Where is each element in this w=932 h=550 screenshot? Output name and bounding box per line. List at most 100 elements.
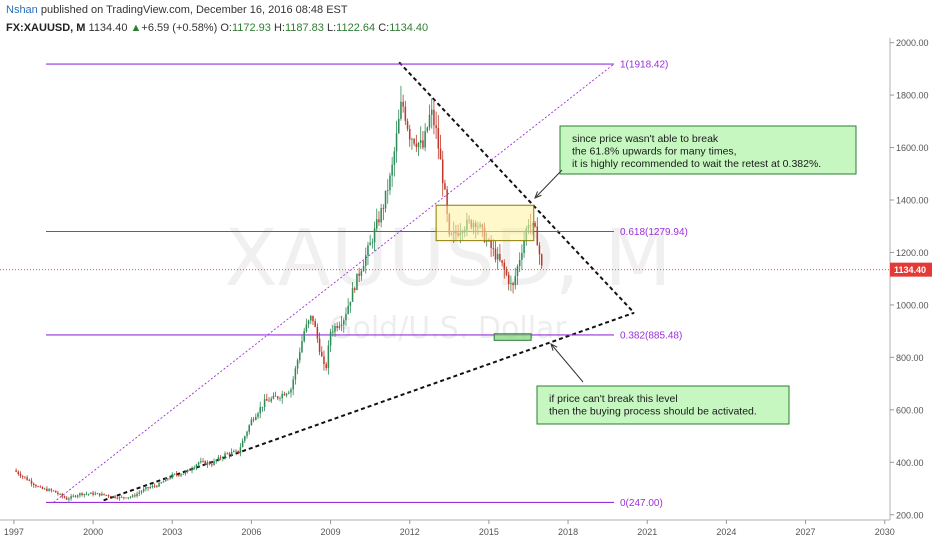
candle-body [393, 151, 396, 165]
candle-body [505, 269, 508, 275]
retest-zone-box[interactable] [493, 333, 532, 341]
candle-body [444, 183, 446, 190]
candle-body [248, 425, 250, 432]
candle-body [353, 288, 356, 291]
candle-body [334, 326, 336, 332]
candle-body [272, 395, 275, 399]
time-axis[interactable] [0, 520, 932, 550]
candle-body [228, 453, 231, 455]
fib-trend-line[interactable] [53, 63, 615, 503]
candle-body [76, 495, 79, 497]
candle-body [200, 461, 202, 463]
candle-body [501, 260, 503, 263]
high-value: 1187.83 [284, 22, 324, 34]
resistance-zone-box[interactable] [435, 204, 535, 242]
candle-body [208, 462, 211, 465]
candle-body [151, 485, 154, 488]
candle-body [523, 240, 525, 253]
candle-body [382, 208, 385, 209]
candle-body [310, 315, 312, 321]
candle-body [142, 489, 145, 492]
candle-body [17, 471, 20, 475]
symbol-label[interactable]: FX:XAUUSD, M [6, 22, 86, 34]
candle-body [362, 265, 365, 272]
time-tick-label: 2018 [558, 527, 578, 537]
candle-body [244, 436, 246, 441]
candle-body [351, 288, 354, 302]
candle-body [441, 159, 444, 184]
candle-body [503, 262, 506, 270]
candle-body [521, 252, 523, 260]
candle-body [35, 485, 37, 487]
resistance-trendline[interactable] [398, 61, 635, 314]
candle-body [105, 494, 108, 496]
fib-level-label: 0.382(885.48) [620, 330, 682, 341]
candle-body [41, 487, 44, 489]
price-axis[interactable] [890, 38, 932, 520]
candle-body [127, 497, 130, 499]
candle-body [435, 125, 437, 128]
candle-body [173, 473, 176, 475]
fib-level-label: 0(247.00) [620, 498, 663, 509]
candle-body [415, 143, 418, 148]
candle-body [160, 482, 163, 484]
candle-body [307, 320, 310, 325]
close-label: C: [378, 22, 390, 34]
candle-body [516, 266, 519, 277]
candle-body [252, 419, 255, 421]
candle-body [261, 406, 264, 408]
candle-body [439, 148, 442, 160]
candle-body [57, 492, 59, 494]
candle-body [189, 469, 191, 471]
publish-info: published on TradingView.com, December 1… [37, 4, 348, 16]
candle-body [222, 457, 224, 459]
candle-body [490, 239, 492, 248]
note-box-resistance-line: it is highly recommended to wait the ret… [572, 158, 821, 170]
low-label: L: [326, 22, 337, 34]
candle-body [215, 460, 217, 462]
note-box-support-line: if price can't break this level [549, 393, 678, 405]
candle-body [492, 247, 495, 249]
candle-body [281, 393, 283, 399]
candle-body [204, 461, 206, 465]
candle-body [534, 223, 536, 227]
candle-body [274, 395, 277, 397]
candle-body [312, 315, 314, 322]
candle-body [369, 242, 371, 246]
candle-body [211, 464, 213, 466]
price-tick-label: 2000.00 [896, 38, 929, 48]
candle-body [217, 457, 220, 461]
candle-body [389, 175, 391, 191]
candle-body [400, 101, 402, 119]
fib-level-label: 0.618(1279.94) [620, 227, 688, 238]
low-value: 1122.64 [336, 22, 376, 34]
candle-body [123, 496, 125, 498]
note-box-resistance-line: the 61.8% upwards for many times, [572, 146, 737, 158]
candle-body [290, 389, 292, 393]
candle-body [518, 259, 521, 267]
candle-body [507, 274, 510, 284]
price-change: +6.59 (+0.58%) [141, 22, 218, 34]
candle-body [107, 495, 110, 497]
candle-body [299, 352, 301, 361]
candle-body [156, 486, 158, 487]
candle-body [321, 351, 323, 357]
candle-body [419, 140, 422, 144]
note-box-resistance[interactable] [559, 125, 857, 175]
candle-body [101, 493, 103, 496]
author-link[interactable]: Nshan [6, 4, 38, 16]
price-tick-label: 600.00 [896, 405, 924, 415]
watermark-name: Gold/U.S. Dollar [329, 311, 567, 346]
candle-body [136, 493, 138, 497]
candle-body [145, 487, 147, 490]
high-label: H: [273, 22, 285, 34]
candle-body [332, 331, 334, 333]
candle-body [288, 392, 290, 394]
candle-body [87, 493, 90, 495]
note-resistance-arrow-head [534, 191, 542, 199]
note-box-support[interactable] [536, 385, 790, 425]
candle-body [349, 301, 352, 306]
candle-body [305, 324, 308, 332]
candle-body [125, 497, 127, 499]
